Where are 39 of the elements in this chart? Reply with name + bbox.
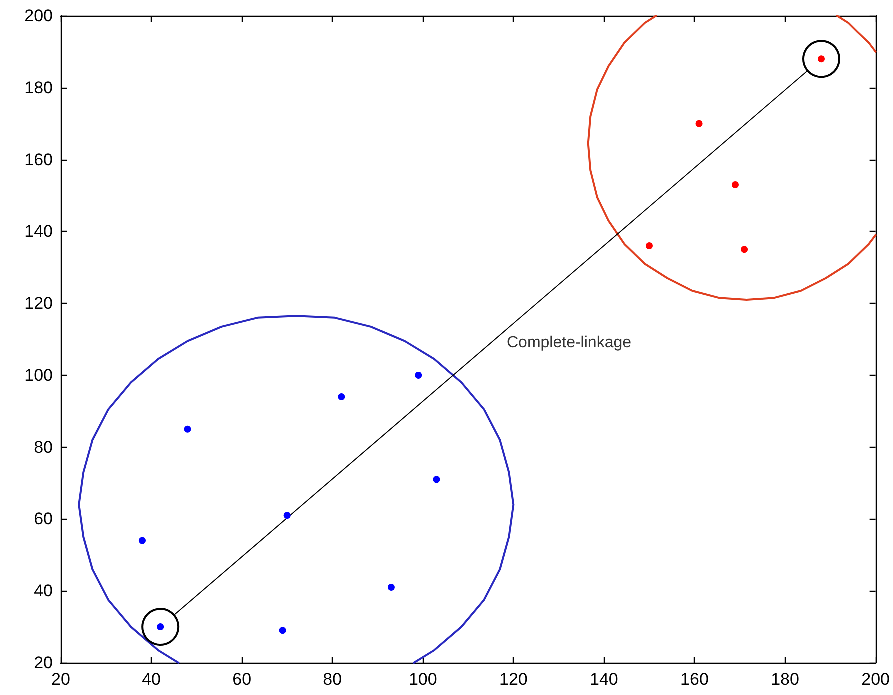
y-tick-label: 120: [24, 294, 53, 314]
y-tick-label: 80: [34, 438, 53, 457]
x-tick-label: 140: [590, 670, 618, 689]
point: [279, 627, 286, 634]
point: [142, 608, 180, 646]
x-tick-label: 60: [232, 670, 252, 689]
point: [818, 56, 825, 63]
point: [433, 476, 440, 484]
point: [338, 394, 346, 401]
point: [284, 512, 291, 520]
y-tick-label: 60: [34, 510, 53, 529]
x-tick-label: 20: [52, 670, 70, 689]
point: [157, 624, 164, 631]
point: [741, 246, 748, 254]
line-series: [587, 15, 877, 301]
x-tick-label: 80: [323, 670, 342, 689]
x-tick-label: 100: [408, 670, 438, 689]
y-tick-label: 160: [24, 150, 53, 170]
point: [415, 372, 422, 379]
y-tick-label: 20: [34, 654, 53, 672]
x-tick-label: 200: [862, 670, 890, 689]
y-tick-label: 40: [34, 582, 53, 601]
point: [802, 40, 840, 78]
point: [138, 537, 146, 544]
annotation: Complete-linkage: [507, 334, 632, 352]
point: [646, 242, 653, 250]
point: [388, 584, 395, 592]
point: [732, 181, 739, 188]
y-tick-label: 180: [24, 78, 53, 98]
x-tick-label: 160: [680, 670, 709, 689]
point: [696, 120, 703, 128]
line-series: [836, 15, 877, 53]
x-tick-label: 120: [499, 670, 528, 689]
y-tick-label: 100: [24, 366, 53, 385]
y-tick-label: 200: [24, 6, 53, 26]
x-tick-label: 40: [142, 670, 161, 689]
x-tick-label: 180: [771, 670, 800, 689]
point: [184, 426, 192, 433]
y-tick-label: 140: [24, 222, 53, 242]
